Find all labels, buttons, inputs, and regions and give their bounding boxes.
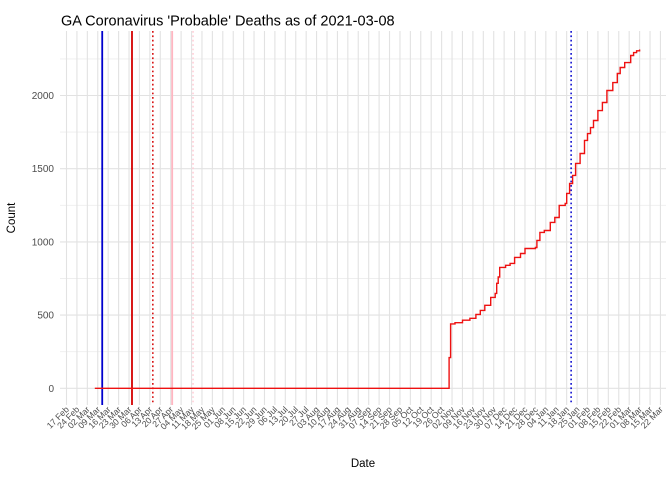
reference-lines [101,31,572,405]
y-tick-label: 500 [37,311,54,322]
y-axis-tick-labels: 0 500 1000 1500 2000 [32,91,55,395]
major-gridlines [60,31,666,405]
y-tick-label: 2000 [32,91,55,102]
y-tick-label: 1500 [32,164,55,175]
y-tick-label: 0 [48,384,54,395]
data-series [94,49,641,389]
y-axis-title: Count [6,202,18,233]
y-tick-label: 1000 [32,237,55,248]
chart-title: GA Coronavirus 'Probable' Deaths as of 2… [61,14,395,30]
data-line [94,49,641,389]
x-axis-title: Date [351,458,375,470]
